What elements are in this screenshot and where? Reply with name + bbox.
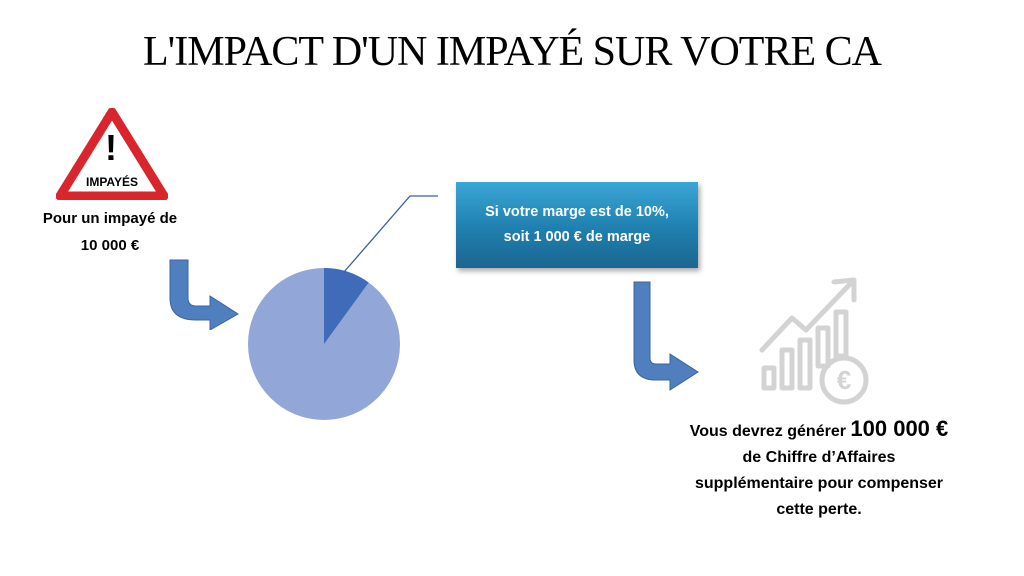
svg-text:€: € <box>837 365 851 395</box>
page-title: L'IMPACT D'UN IMPAYÉ SUR VOTRE CA <box>143 29 882 75</box>
unpaid-amount-text: Pour un impayé de 10 000 € <box>20 205 200 259</box>
result-prefix: Vous devrez générer <box>689 423 851 440</box>
unpaid-line1: Pour un impayé de <box>42 210 178 227</box>
result-line4: cette perte. <box>776 501 862 518</box>
result-text: Vous devrez générer 100 000 € de Chiffre… <box>648 416 990 523</box>
callout-line1: Si votre marge est de 10%, <box>485 204 669 220</box>
growth-chart-euro-icon: € <box>759 277 869 405</box>
callout-line2: soit 1 000 € de marge <box>503 229 651 245</box>
margin-callout-box: Si votre marge est de 10%, soit 1 000 € … <box>456 182 698 268</box>
bent-arrow-1-icon <box>169 259 239 330</box>
pie-margin-slice <box>324 268 369 344</box>
bent-arrow-2-icon <box>633 281 699 391</box>
warning-exclamation: ! <box>105 127 117 168</box>
unpaid-line2: 10 000 € <box>80 237 140 254</box>
result-line1: Vous devrez générer 100 000 € <box>648 416 990 445</box>
warning-sign-icon: ! IMPAYÉS <box>56 108 168 200</box>
margin-pie-chart <box>248 268 400 420</box>
warning-label: IMPAYÉS <box>86 174 138 189</box>
result-line2: de Chiffre d’Affaires <box>742 449 896 466</box>
result-line3: supplémentaire pour compenser <box>694 475 944 492</box>
result-amount: 100 000 € <box>850 416 949 441</box>
